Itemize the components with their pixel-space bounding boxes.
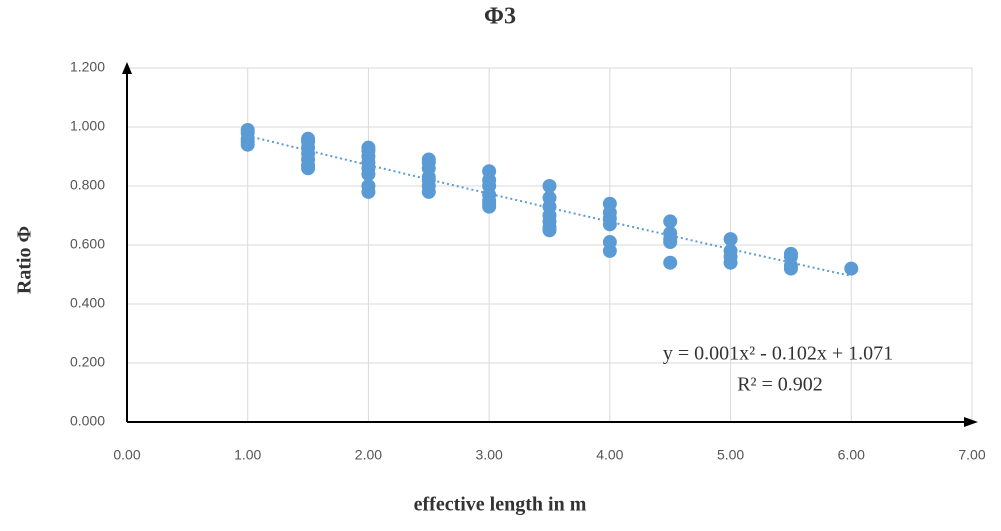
x-tick-label: 4.00 bbox=[596, 447, 623, 463]
point bbox=[783, 261, 798, 276]
x-axis-arrow bbox=[964, 417, 978, 427]
x-tick-label: 7.00 bbox=[958, 447, 985, 463]
point bbox=[421, 184, 436, 199]
point bbox=[301, 161, 316, 176]
y-tick-label: 1.200 bbox=[70, 59, 105, 75]
y-tick-label: 1.000 bbox=[70, 118, 105, 134]
point bbox=[723, 232, 738, 247]
point bbox=[602, 243, 617, 258]
trendline bbox=[247, 134, 852, 277]
x-tick-label: 0.00 bbox=[113, 447, 140, 463]
point bbox=[602, 217, 617, 232]
x-axis-label: effective length in m bbox=[414, 494, 587, 516]
x-tick-label: 2.00 bbox=[355, 447, 382, 463]
point bbox=[663, 235, 678, 250]
y-axis-label: Ratio Φ bbox=[14, 226, 36, 294]
point bbox=[663, 214, 678, 229]
x-tick-label: 3.00 bbox=[476, 447, 503, 463]
point bbox=[542, 179, 557, 193]
point bbox=[663, 255, 678, 270]
point bbox=[844, 261, 859, 276]
y-axis-arrow bbox=[122, 62, 132, 74]
point bbox=[542, 223, 557, 238]
x-tick-label: 1.00 bbox=[234, 447, 261, 463]
chart-title: Φ3 bbox=[484, 4, 516, 30]
point bbox=[240, 137, 255, 152]
x-tick-label: 5.00 bbox=[717, 447, 744, 463]
point bbox=[361, 184, 376, 199]
point bbox=[723, 255, 738, 270]
y-tick-label: 0.000 bbox=[70, 413, 105, 429]
y-tick-label: 0.200 bbox=[70, 354, 105, 370]
r-squared: R² = 0.902 bbox=[737, 374, 823, 396]
y-tick-label: 0.600 bbox=[70, 236, 105, 252]
y-tick-label: 0.400 bbox=[70, 295, 105, 311]
y-tick-label: 0.800 bbox=[70, 177, 105, 193]
point bbox=[361, 167, 376, 182]
trend-equation: y = 0.001x² - 0.102x + 1.071 bbox=[663, 343, 893, 365]
point bbox=[482, 199, 497, 214]
x-tick-label: 6.00 bbox=[838, 447, 865, 463]
